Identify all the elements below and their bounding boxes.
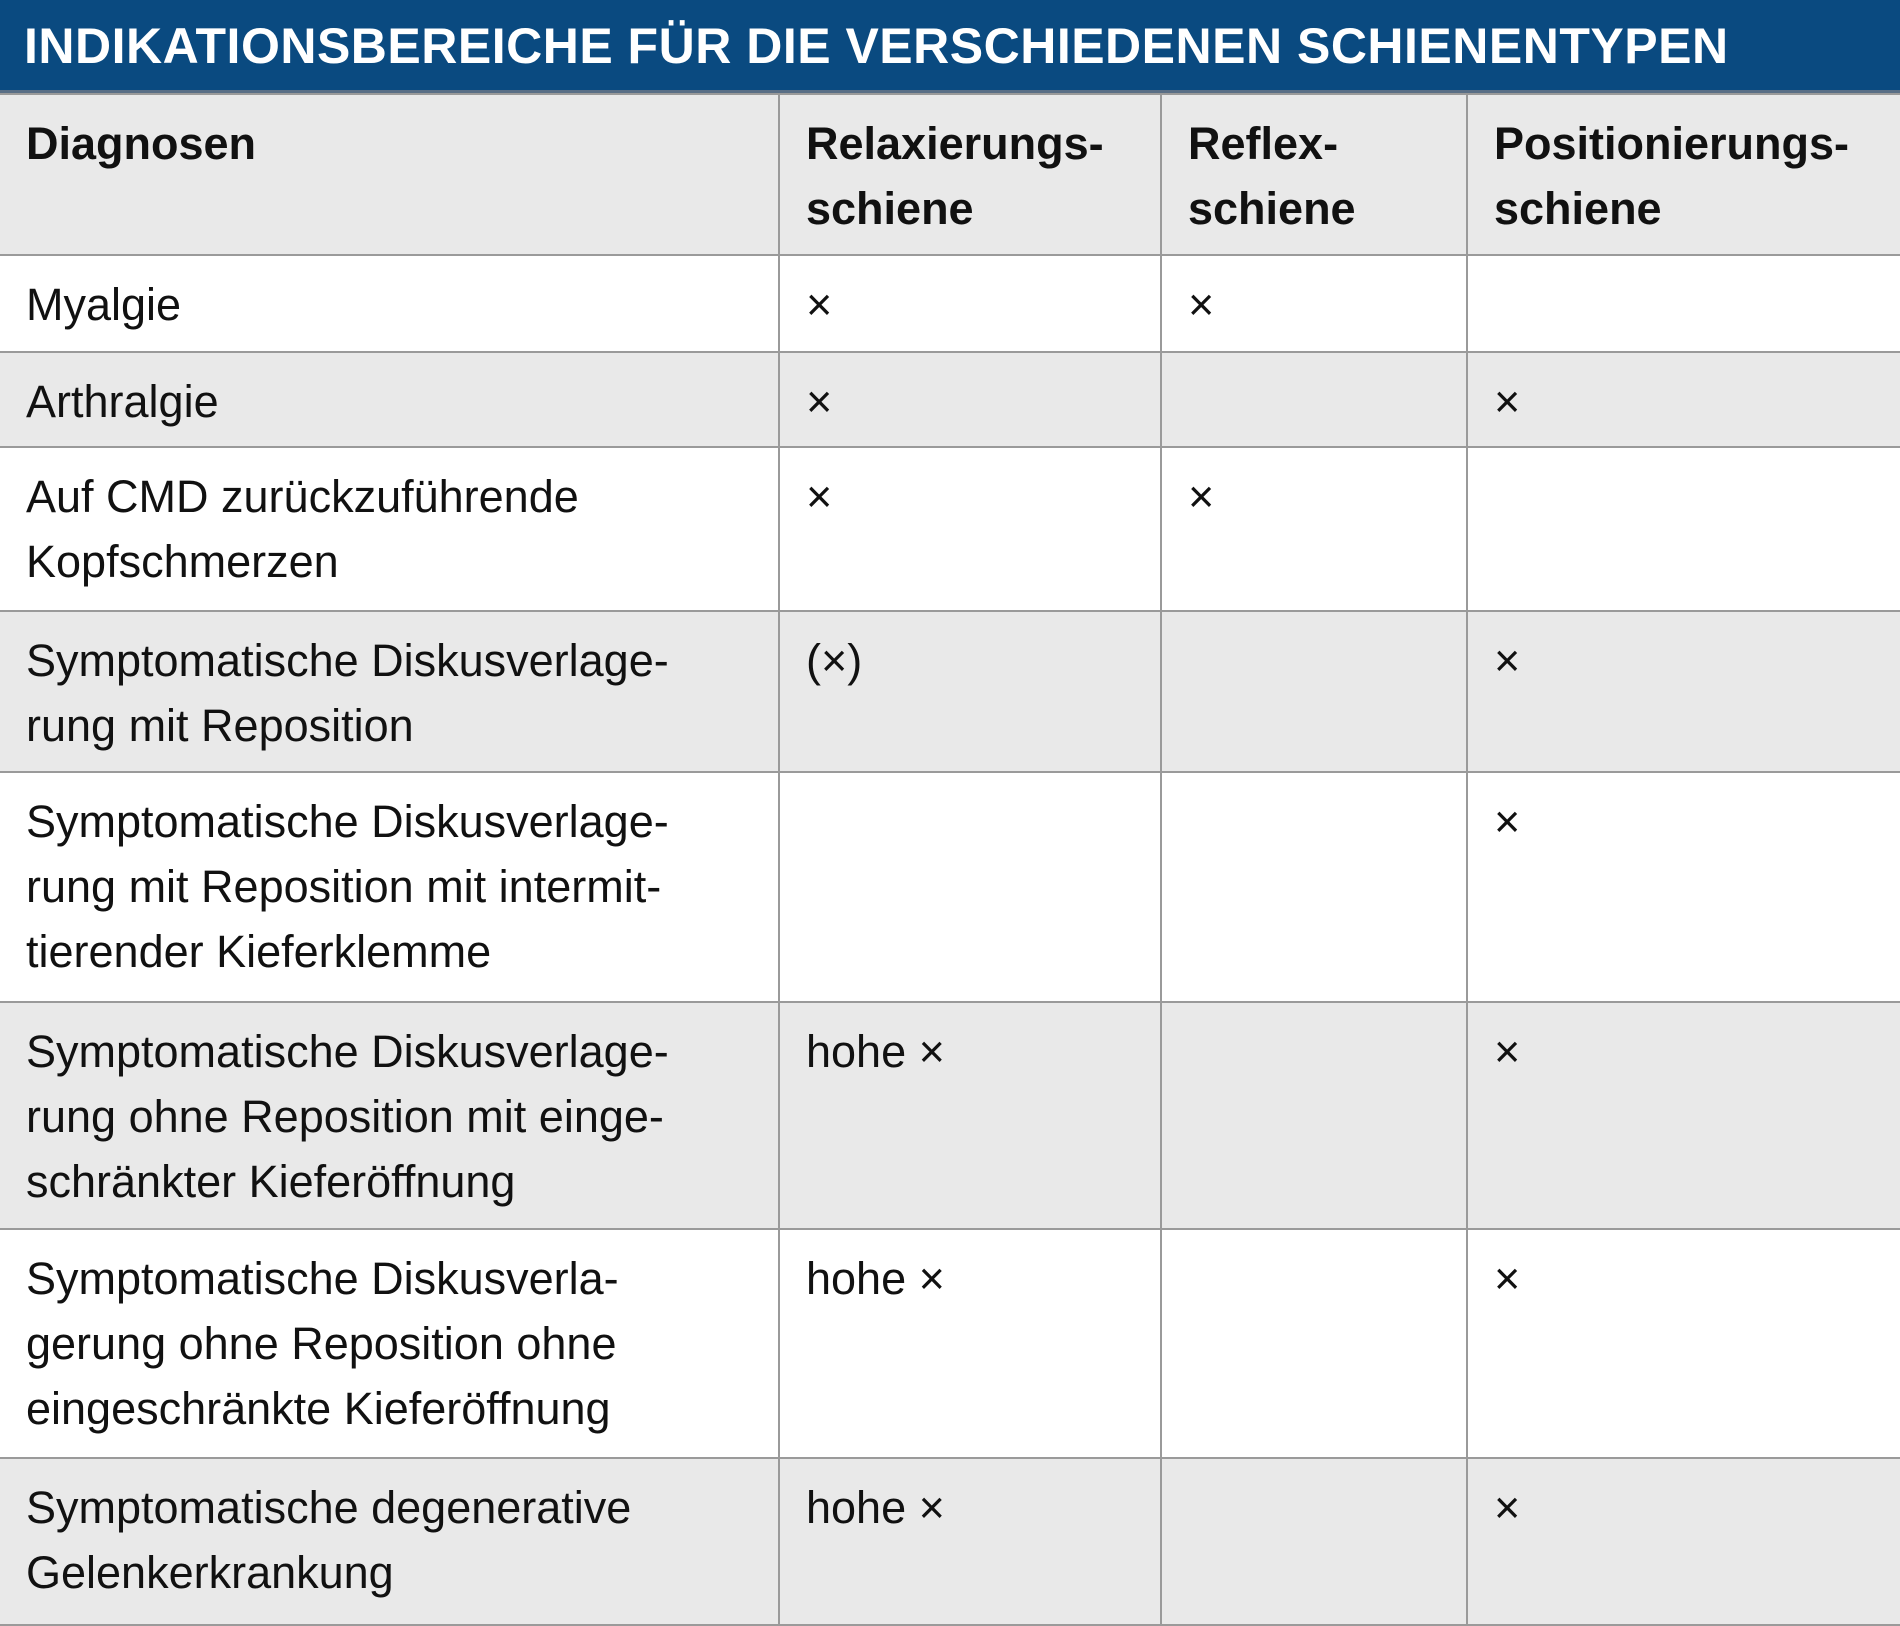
relax-cell: (×): [778, 610, 1162, 773]
diagnose-text: Auf CMD zurückzuführende: [26, 471, 579, 522]
relax-cell: hohe ×: [778, 1001, 1162, 1230]
header-text: Relaxierungs-: [806, 118, 1104, 169]
reflex-cell: [1160, 1001, 1468, 1230]
indication-table: Diagnosen Relaxierungs-schiene Reflex-sc…: [0, 93, 1900, 1626]
diagnose-text: Arthralgie: [26, 376, 219, 427]
table-row: Myalgie × ×: [0, 254, 1900, 353]
relax-cell: hohe ×: [778, 1457, 1162, 1626]
relax-cell: [778, 771, 1162, 1003]
diagnose-text: schränkter Kieferöffnung: [26, 1156, 516, 1207]
table-row: Auf CMD zurückzuführende Kopfschmerzen × ×: [0, 446, 1900, 612]
table-row: Symptomatische Diskusverlage-rung ohne R…: [0, 1001, 1900, 1230]
header-reflexschiene: Reflex-schiene: [1160, 93, 1468, 256]
table-row: Symptomatische Diskusverlage-rung mit Re…: [0, 610, 1900, 773]
diagnose-text: eingeschränkte Kieferöffnung: [26, 1383, 611, 1434]
diagnose-cell: Symptomatische Diskusverlage-rung mit Re…: [0, 610, 780, 773]
header-text: Reflex-: [1188, 118, 1339, 169]
diagnose-text: rung mit Reposition mit intermit-: [26, 861, 662, 912]
reflex-cell: [1160, 610, 1468, 773]
position-cell: ×: [1466, 1001, 1900, 1230]
position-cell: ×: [1466, 771, 1900, 1003]
relax-cell: ×: [778, 254, 1162, 353]
diagnose-text: Symptomatische degenerative: [26, 1482, 632, 1533]
header-diagnosen: Diagnosen: [0, 93, 780, 256]
diagnose-cell: Myalgie: [0, 254, 780, 353]
header-text: Positionierungs-: [1494, 118, 1850, 169]
position-cell: [1466, 446, 1900, 612]
diagnose-text: Kopfschmerzen: [26, 536, 339, 587]
position-cell: ×: [1466, 351, 1900, 448]
diagnose-text: Symptomatische Diskusverlage-: [26, 635, 669, 686]
table-row: Symptomatische Diskusverlage-rung mit Re…: [0, 771, 1900, 1003]
diagnose-cell: Symptomatische Diskusverlage-rung mit Re…: [0, 771, 780, 1003]
relax-cell: ×: [778, 351, 1162, 448]
reflex-cell: [1160, 351, 1468, 448]
diagnose-cell: Auf CMD zurückzuführende Kopfschmerzen: [0, 446, 780, 612]
diagnose-cell: Symptomatische degenerative Gelenkerkrank…: [0, 1457, 780, 1626]
diagnose-text: Symptomatische Diskusverlage-: [26, 796, 669, 847]
header-row: Diagnosen Relaxierungs-schiene Reflex-sc…: [0, 93, 1900, 256]
diagnose-text: rung mit Reposition: [26, 700, 414, 751]
header-relaxierungsschiene: Relaxierungs-schiene: [778, 93, 1162, 256]
diagnose-text: Symptomatische Diskusverlage-: [26, 1026, 669, 1077]
header-text: schiene: [1188, 183, 1356, 234]
header-text: schiene: [806, 183, 974, 234]
header-positionierungsschiene: Positionierungs-schiene: [1466, 93, 1900, 256]
diagnose-cell: Arthralgie: [0, 351, 780, 448]
table-row: Symptomatische Diskusverla-gerung ohne R…: [0, 1228, 1900, 1459]
header-text: Diagnosen: [26, 118, 257, 169]
table-row: Symptomatische degenerative Gelenkerkrank…: [0, 1457, 1900, 1626]
diagnose-text: tierender Kieferklemme: [26, 926, 492, 977]
diagnose-text: Myalgie: [26, 279, 182, 330]
reflex-cell: [1160, 1457, 1468, 1626]
diagnose-text: Symptomatische Diskusverla-: [26, 1253, 619, 1304]
relax-cell: hohe ×: [778, 1228, 1162, 1459]
reflex-cell: ×: [1160, 254, 1468, 353]
table-row: Arthralgie × ×: [0, 351, 1900, 448]
position-cell: ×: [1466, 1457, 1900, 1626]
position-cell: ×: [1466, 1228, 1900, 1459]
table-title: INDIKATIONSBEREICHE FÜR DIE VERSCHIEDENE…: [0, 0, 1900, 93]
diagnose-text: Gelenkerkrankung: [26, 1547, 394, 1598]
diagnose-text: rung ohne Reposition mit einge-: [26, 1091, 664, 1142]
reflex-cell: [1160, 771, 1468, 1003]
diagnose-text: gerung ohne Reposition ohne: [26, 1318, 617, 1369]
header-text: schiene: [1494, 183, 1662, 234]
reflex-cell: ×: [1160, 446, 1468, 612]
diagnose-cell: Symptomatische Diskusverla-gerung ohne R…: [0, 1228, 780, 1459]
position-cell: ×: [1466, 610, 1900, 773]
relax-cell: ×: [778, 446, 1162, 612]
diagnose-cell: Symptomatische Diskusverlage-rung ohne R…: [0, 1001, 780, 1230]
reflex-cell: [1160, 1228, 1468, 1459]
position-cell: [1466, 254, 1900, 353]
